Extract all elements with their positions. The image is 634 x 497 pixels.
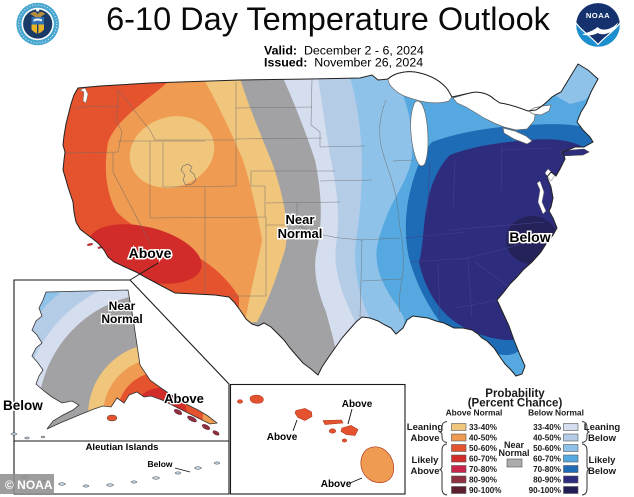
- svg-text:Valid: December 2 - 6, 2024: Valid: December 2 - 6, 2024: [264, 44, 424, 58]
- svg-text:Issued: November 26, 2024: Issued: November 26, 2024: [264, 56, 423, 70]
- svg-text:Near: Near: [504, 440, 525, 450]
- svg-text:60-70%: 60-70%: [469, 455, 497, 464]
- svg-text:Likely: Likely: [589, 455, 617, 466]
- svg-text:Normal: Normal: [278, 226, 323, 241]
- svg-text:90-100%: 90-100%: [469, 486, 501, 495]
- svg-text:60-70%: 60-70%: [533, 455, 561, 464]
- svg-text:70-80%: 70-80%: [533, 465, 561, 474]
- svg-text:Leaning: Leaning: [584, 422, 621, 433]
- svg-text:Above: Above: [342, 399, 373, 410]
- svg-text:Near: Near: [286, 212, 315, 227]
- svg-text:50-60%: 50-60%: [533, 444, 561, 453]
- svg-text:90-100%: 90-100%: [529, 486, 561, 495]
- svg-text:Below: Below: [509, 229, 550, 245]
- svg-text:40-50%: 40-50%: [533, 434, 561, 443]
- svg-text:40-50%: 40-50%: [469, 434, 497, 443]
- svg-text:Above Normal: Above Normal: [446, 408, 503, 418]
- svg-text:6-10 Day Temperature Outlook: 6-10 Day Temperature Outlook: [106, 1, 551, 37]
- svg-text:Above: Above: [164, 391, 204, 406]
- svg-text:Above: Above: [267, 432, 298, 443]
- svg-text:50-60%: 50-60%: [469, 444, 497, 453]
- svg-text:(Percent Chance): (Percent Chance): [468, 398, 563, 410]
- svg-text:© NOAA: © NOAA: [5, 478, 53, 492]
- svg-text:Normal: Normal: [498, 448, 529, 458]
- svg-text:33-40%: 33-40%: [469, 423, 497, 432]
- svg-text:Below: Below: [588, 466, 617, 477]
- svg-text:Below: Below: [3, 398, 43, 413]
- svg-text:Below: Below: [147, 459, 172, 469]
- svg-text:33-40%: 33-40%: [533, 423, 561, 432]
- svg-text:Above: Above: [410, 466, 439, 477]
- svg-text:Probability: Probability: [485, 388, 545, 400]
- svg-text:80-90%: 80-90%: [469, 476, 497, 485]
- svg-text:Above: Above: [129, 245, 172, 261]
- svg-text:70-80%: 70-80%: [469, 465, 497, 474]
- svg-text:Normal: Normal: [101, 312, 142, 326]
- svg-text:Above: Above: [410, 433, 439, 444]
- svg-text:Likely: Likely: [412, 455, 440, 466]
- svg-text:Leaning: Leaning: [407, 422, 444, 433]
- svg-text:80-90%: 80-90%: [533, 476, 561, 485]
- svg-text:Above: Above: [321, 479, 352, 490]
- svg-text:Below: Below: [588, 433, 617, 444]
- svg-text:Aleutian Islands: Aleutian Islands: [86, 442, 159, 453]
- svg-text:NOAA: NOAA: [586, 11, 610, 20]
- svg-text:Near: Near: [109, 299, 136, 313]
- svg-text:Below Normal: Below Normal: [528, 408, 584, 418]
